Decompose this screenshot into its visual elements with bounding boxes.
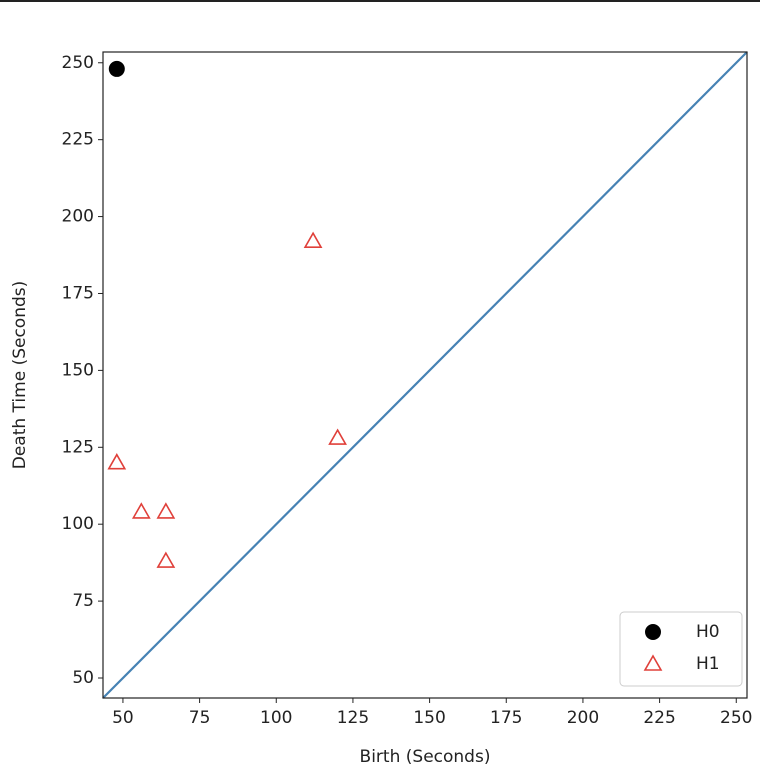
x-tick-label: 150 xyxy=(413,708,445,728)
x-axis-label: Birth (Seconds) xyxy=(360,747,491,767)
y-tick-label: 75 xyxy=(72,591,94,611)
y-tick-label: 125 xyxy=(62,437,94,457)
legend-marker xyxy=(643,654,663,671)
point xyxy=(131,502,151,519)
point xyxy=(156,502,176,519)
plot-frame xyxy=(102,51,748,699)
legend-label: H1 xyxy=(696,654,720,674)
legend-label: H0 xyxy=(696,622,720,642)
y-axis-label: Death Time (Seconds) xyxy=(10,281,30,470)
legend-marker xyxy=(645,624,661,640)
y-tick-label: 200 xyxy=(62,207,94,227)
y-tick-label: 150 xyxy=(62,360,94,380)
point xyxy=(156,551,176,568)
x-tick-label: 100 xyxy=(260,708,292,728)
y-tick-label: 175 xyxy=(62,283,94,303)
y-tick-label: 100 xyxy=(62,514,94,534)
y-tick-label: 250 xyxy=(62,53,94,73)
point xyxy=(303,231,323,248)
x-tick-label: 75 xyxy=(189,708,211,728)
y-tick-label: 225 xyxy=(62,130,94,150)
point xyxy=(107,453,127,470)
x-tick-label: 50 xyxy=(112,708,134,728)
x-tick-label: 175 xyxy=(490,708,522,728)
legend-box xyxy=(619,611,743,687)
point xyxy=(108,60,125,77)
y-tick-label: 50 xyxy=(72,668,94,688)
x-tick-label: 125 xyxy=(337,708,369,728)
x-tick-label: 200 xyxy=(567,708,599,728)
diagonal xyxy=(102,51,748,699)
point xyxy=(328,428,347,445)
x-tick-label: 225 xyxy=(643,708,675,728)
x-tick-label: 250 xyxy=(720,708,752,728)
